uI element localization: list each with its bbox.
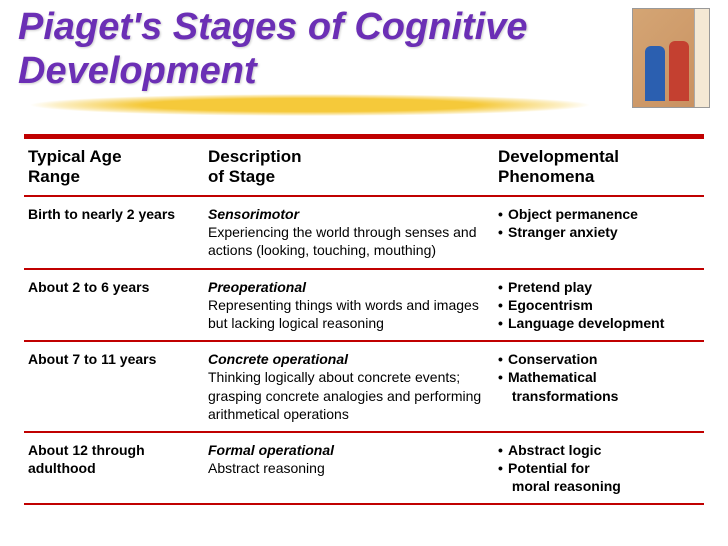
cell-age: Birth to nearly 2 years (24, 197, 204, 268)
cell-phenomena: Abstract logicPotential for moral reason… (494, 433, 704, 504)
phenomenon-item: Abstract logic (498, 441, 698, 459)
phenomenon-item: Stranger anxiety (498, 223, 698, 241)
cell-phenomena: Pretend playEgocentrismLanguage developm… (494, 270, 704, 341)
brushstroke-underline (30, 94, 590, 116)
rule-row (24, 503, 704, 505)
phenomenon-item: Language development (498, 314, 698, 332)
cell-phenomena: Object permanenceStranger anxiety (494, 197, 704, 268)
cell-age: About 2 to 6 years (24, 270, 204, 341)
cell-phenomena: ConservationMathematical transformations (494, 342, 704, 431)
phenomenon-item: Conservation (498, 350, 698, 368)
table-row: About 2 to 6 yearsPreoperationalRepresen… (24, 270, 704, 341)
table-row: About 12 through adulthoodFormal operati… (24, 433, 704, 504)
phenomenon-item: Pretend play (498, 278, 698, 296)
cell-age: About 7 to 11 years (24, 342, 204, 431)
table-row: Birth to nearly 2 yearsSensorimotorExper… (24, 197, 704, 268)
header-age: Typical AgeRange (24, 139, 204, 195)
header-description: Descriptionof Stage (204, 139, 494, 195)
page-title: Piaget's Stages of Cognitive Development (0, 0, 728, 93)
stages-table: Typical AgeRange Descriptionof Stage Dev… (24, 134, 704, 505)
table-row: About 7 to 11 yearsConcrete operationalT… (24, 342, 704, 431)
table-header-row: Typical AgeRange Descriptionof Stage Dev… (24, 139, 704, 195)
phenomenon-item: Mathematical transformations (498, 368, 698, 404)
header-phenomena: DevelopmentalPhenomena (494, 139, 704, 195)
cell-description: Concrete operationalThinking logically a… (204, 342, 494, 431)
cell-description: Formal operationalAbstract reasoning (204, 433, 494, 504)
cell-age: About 12 through adulthood (24, 433, 204, 504)
cell-description: PreoperationalRepresenting things with w… (204, 270, 494, 341)
phenomenon-item: Potential for moral reasoning (498, 459, 698, 495)
phenomenon-item: Object permanence (498, 205, 698, 223)
cell-description: SensorimotorExperiencing the world throu… (204, 197, 494, 268)
phenomenon-item: Egocentrism (498, 296, 698, 314)
